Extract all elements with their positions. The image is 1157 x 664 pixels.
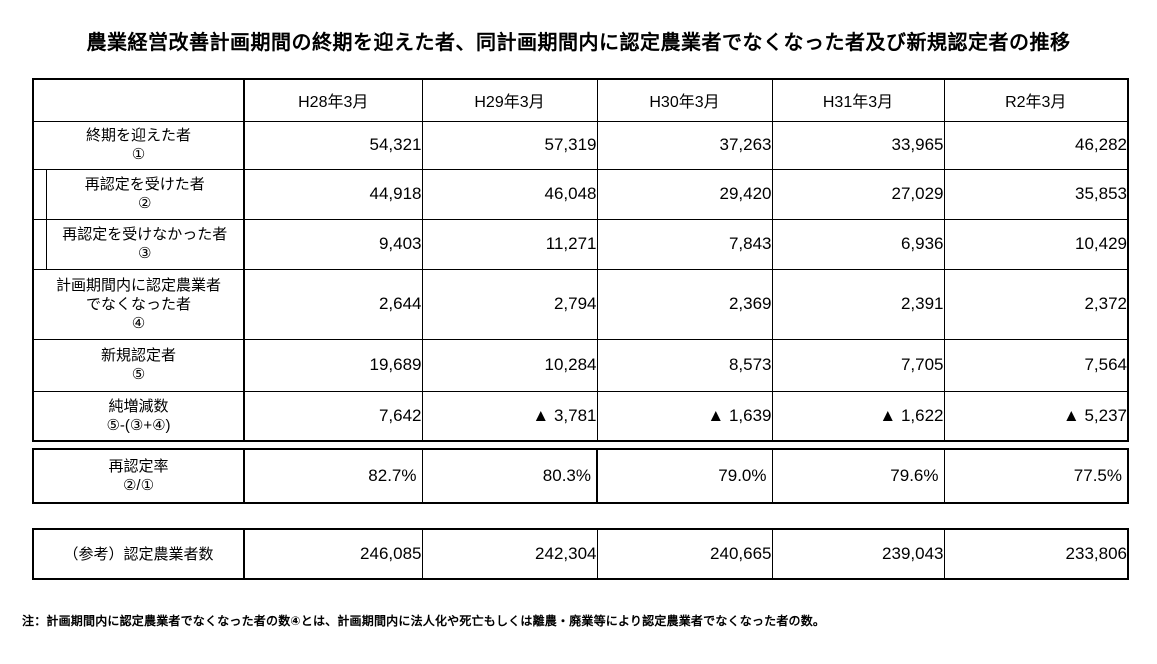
value-cell: 37,263: [596, 120, 773, 170]
value-cell: 2,369: [596, 268, 773, 340]
value-cell: 29,420: [596, 168, 773, 220]
value-cell: 7,705: [771, 338, 945, 392]
value-cell: 19,689: [243, 338, 423, 392]
table-row-newly-certified: 新規認定者 ⑤ 19,689 10,284 8,573 7,705 7,564: [32, 338, 1129, 392]
recertification-rate-table: 再認定率 ②/① 82.7% 80.3% 79.0% 79.6% 77.5%: [32, 448, 1129, 504]
row-label-expired: 終期を迎えた者 ①: [32, 120, 245, 170]
value-cell: ▲ 1,639: [596, 390, 773, 442]
row-label-ceased: 計画期間内に認定農業者 でなくなった者 ④: [32, 268, 245, 340]
header-row: H28年3月 H29年3月 H30年3月 H31年3月 R2年3月: [32, 78, 1129, 122]
row-label-newly-certified: 新規認定者 ⑤: [32, 338, 245, 392]
table-row-expired: 終期を迎えた者 ① 54,321 57,319 37,263 33,965 46…: [32, 120, 1129, 170]
value-cell: 2,372: [943, 268, 1129, 340]
value-cell: 9,403: [243, 218, 423, 270]
value-cell: 82.7%: [243, 448, 423, 504]
table-row-recertified: 再認定を受けた者 ② 44,918 46,048 29,420 27,029 3…: [32, 168, 1129, 220]
value-cell: 2,644: [243, 268, 423, 340]
table-row-recertification-rate: 再認定率 ②/① 82.7% 80.3% 79.0% 79.6% 77.5%: [32, 448, 1129, 504]
value-cell: 35,853: [943, 168, 1129, 220]
row-label-not-recertified: 再認定を受けなかった者 ③: [45, 218, 245, 270]
value-cell: 46,282: [943, 120, 1129, 170]
row-label-recertification-rate: 再認定率 ②/①: [32, 448, 245, 504]
value-cell: 80.3%: [421, 448, 598, 504]
row-label-recertified: 再認定を受けた者 ②: [45, 168, 245, 220]
value-cell: 2,794: [421, 268, 598, 340]
reference-table: （参考）認定農業者数 246,085 242,304 240,665 239,0…: [32, 528, 1129, 580]
indent-spacer: [32, 218, 47, 270]
value-cell: 33,965: [771, 120, 945, 170]
value-cell: 242,304: [421, 528, 598, 580]
header-empty-cell: [32, 78, 245, 122]
value-cell: 246,085: [243, 528, 423, 580]
footnote: 注：計画期間内に認定農業者でなくなった者の数④とは、計画期間内に法人化や死亡もし…: [22, 614, 826, 628]
value-cell: 233,806: [943, 528, 1129, 580]
value-cell: 77.5%: [943, 448, 1129, 504]
column-header-h28: H28年3月: [243, 78, 423, 122]
value-cell: 57,319: [421, 120, 598, 170]
value-cell: 11,271: [421, 218, 598, 270]
table-row-certified-farmers-total: （参考）認定農業者数 246,085 242,304 240,665 239,0…: [32, 528, 1129, 580]
value-cell: 54,321: [243, 120, 423, 170]
value-cell: 6,936: [771, 218, 945, 270]
value-cell: 7,843: [596, 218, 773, 270]
table-row-net-change: 純増減数 ⑤-(③+④) 7,642 ▲ 3,781 ▲ 1,639 ▲ 1,6…: [32, 390, 1129, 442]
value-cell: 239,043: [771, 528, 945, 580]
row-label-certified-farmers-total: （参考）認定農業者数: [32, 528, 245, 580]
value-cell: 27,029: [771, 168, 945, 220]
value-cell: 46,048: [421, 168, 598, 220]
value-cell: ▲ 5,237: [943, 390, 1129, 442]
value-cell: 10,429: [943, 218, 1129, 270]
column-header-r2: R2年3月: [943, 78, 1129, 122]
value-cell: ▲ 1,622: [771, 390, 945, 442]
row-label-net-change: 純増減数 ⑤-(③+④): [32, 390, 245, 442]
value-cell: 44,918: [243, 168, 423, 220]
table-row-ceased: 計画期間内に認定農業者 でなくなった者 ④ 2,644 2,794 2,369 …: [32, 268, 1129, 340]
value-cell: 8,573: [596, 338, 773, 392]
value-cell: 79.6%: [771, 448, 945, 504]
page-title: 農業経営改善計画期間の終期を迎えた者、同計画期間内に認定農業者でなくなった者及び…: [86, 32, 1071, 54]
column-header-h30: H30年3月: [596, 78, 773, 122]
value-cell: 10,284: [421, 338, 598, 392]
column-header-h29: H29年3月: [421, 78, 598, 122]
main-table: H28年3月 H29年3月 H30年3月 H31年3月 R2年3月 終期を迎えた…: [32, 78, 1129, 442]
value-cell: 7,564: [943, 338, 1129, 392]
value-cell: 240,665: [596, 528, 773, 580]
value-cell: 79.0%: [596, 448, 773, 504]
value-cell: 7,642: [243, 390, 423, 442]
indent-spacer: [32, 168, 47, 220]
table-row-not-recertified: 再認定を受けなかった者 ③ 9,403 11,271 7,843 6,936 1…: [32, 218, 1129, 270]
value-cell: ▲ 3,781: [421, 390, 598, 442]
column-header-h31: H31年3月: [771, 78, 945, 122]
value-cell: 2,391: [771, 268, 945, 340]
